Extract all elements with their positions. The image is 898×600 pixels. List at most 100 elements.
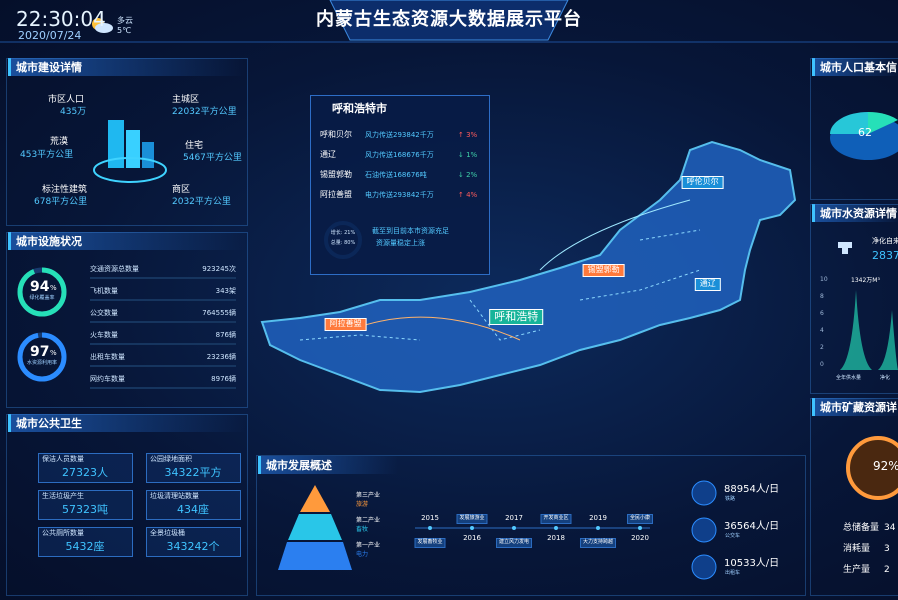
timeline-dot <box>512 526 516 530</box>
mineral-value: 2 <box>884 565 890 575</box>
ring-arc <box>17 267 67 317</box>
map-region <box>260 140 797 394</box>
mineral-label: 生产量 <box>843 565 871 575</box>
bar-track <box>90 299 236 301</box>
ring-label: 绿化覆盖率 <box>29 295 55 301</box>
panel-title-bar <box>258 456 398 474</box>
timeline-year: 2017 <box>505 514 523 522</box>
item-label: 标注性建筑 <box>42 185 88 195</box>
timeline-event: 大力支持跨越 <box>579 538 617 548</box>
pyramid-label: 第二产业 <box>356 517 381 524</box>
popup-desc: 风力传送293842千万 <box>365 131 434 139</box>
stat-label: 公园绿地面积 <box>150 455 192 463</box>
stat-box <box>146 453 241 483</box>
weather-cloud <box>95 23 113 33</box>
stat-label: 保洁人员数量 <box>42 455 84 463</box>
weather: 多云 <box>117 16 133 25</box>
building-base <box>93 157 167 183</box>
item-value: 453平方公里 <box>20 150 74 160</box>
pyramid-base <box>278 542 352 570</box>
y-tick-label: 4 <box>820 327 824 334</box>
x-label: 净化 <box>880 375 891 381</box>
popup-region: 阿拉善盟 <box>320 190 352 199</box>
popup-desc: 风力传送168676千万 <box>365 151 434 159</box>
traffic-icon <box>691 480 717 506</box>
timeline-dot <box>596 526 600 530</box>
y-tick-label: 2 <box>820 344 824 351</box>
panel-frame <box>6 58 248 226</box>
map-label: 呼和浩特 <box>489 309 544 326</box>
popup-region: 锡盟郭勒 <box>320 170 352 179</box>
panel-title-bar <box>8 414 246 432</box>
stat-box <box>38 527 133 557</box>
item-label: 主城区 <box>172 95 200 105</box>
panel-title-bar <box>812 204 898 222</box>
pyramid-sub: 电力 <box>356 551 369 558</box>
water-peak <box>840 290 872 370</box>
stat-label: 公共厕所数量 <box>42 529 84 537</box>
panel-title: 城市人口基本信 <box>820 61 897 74</box>
stat-value: 57323吨 <box>62 503 108 516</box>
ring-arc <box>17 332 67 382</box>
popup-change: ↑ 4% <box>458 191 478 199</box>
panel-title: 城市设施状况 <box>16 235 82 248</box>
bar-track <box>90 277 236 279</box>
timeline-event: 发展旅游业 <box>456 514 488 524</box>
mineral-label: 消耗量 <box>843 544 871 554</box>
item-value: 2032平方公里 <box>172 197 231 207</box>
panel-title: 城市公共卫生 <box>16 417 82 430</box>
clock: 22:30:04 <box>16 7 106 31</box>
temperature: 5℃ <box>117 26 132 35</box>
bar-value: 876辆 <box>215 331 236 339</box>
info-popup <box>310 95 490 275</box>
timeline-year: 2018 <box>547 534 565 542</box>
item-value: 22032平方公里 <box>172 107 237 117</box>
bar-value: 923245次 <box>202 265 236 273</box>
traffic-label: 公交车 <box>725 533 741 539</box>
map-label: 通辽 <box>694 278 721 291</box>
item-value: 435万 <box>60 107 87 117</box>
panel-frame <box>6 232 248 408</box>
bar-track <box>90 387 236 389</box>
pie-label: 62 <box>858 126 872 139</box>
popup-change: ↓ 1% <box>458 151 478 159</box>
water-peak <box>878 310 898 370</box>
timeline-dot <box>470 526 474 530</box>
bar-label: 网约车数量 <box>90 375 125 383</box>
pyramid-sub: 旅游 <box>356 501 369 508</box>
panel-title-bar <box>8 232 246 250</box>
header-banner <box>329 0 569 41</box>
bar-track <box>90 343 236 345</box>
timeline-year: 2019 <box>589 514 607 522</box>
pyramid-mid <box>288 514 342 540</box>
timeline-year: 2015 <box>421 514 439 522</box>
timeline-dot <box>554 526 558 530</box>
bar-value: 23236辆 <box>206 353 236 361</box>
panel-title-bar <box>812 58 898 76</box>
y-tick-label: 0 <box>820 361 824 368</box>
map-label: 锡盟郭勒 <box>582 264 625 277</box>
stat-value: 434座 <box>177 503 209 516</box>
stat-value: 34322平方 <box>164 466 222 479</box>
popup-desc: 电力传送293842千万 <box>365 191 434 199</box>
timeline-event: 全民小康 <box>626 514 654 524</box>
y-tick-label: 6 <box>820 310 824 317</box>
panel-title: 城市建设详情 <box>16 61 82 74</box>
bar-value: 343架 <box>215 287 236 295</box>
ring-unit: % <box>50 284 57 292</box>
pyramid-sub: 畜牧 <box>356 526 369 533</box>
item-label: 商区 <box>172 185 191 195</box>
traffic-icon <box>691 554 717 580</box>
y-tick-label: 8 <box>820 293 824 300</box>
pie-slice <box>830 112 868 134</box>
ring-text: 增长: 21% <box>330 230 356 236</box>
item-value: 678平方公里 <box>34 197 88 207</box>
bar-label: 火车数量 <box>90 331 118 339</box>
bar-value: 8976辆 <box>211 375 236 383</box>
map-label: 呼伦贝尔 <box>681 176 724 189</box>
panel-frame <box>6 414 248 596</box>
popup-change: ↓ 2% <box>458 171 478 179</box>
mineral-value: 3 <box>884 544 890 554</box>
